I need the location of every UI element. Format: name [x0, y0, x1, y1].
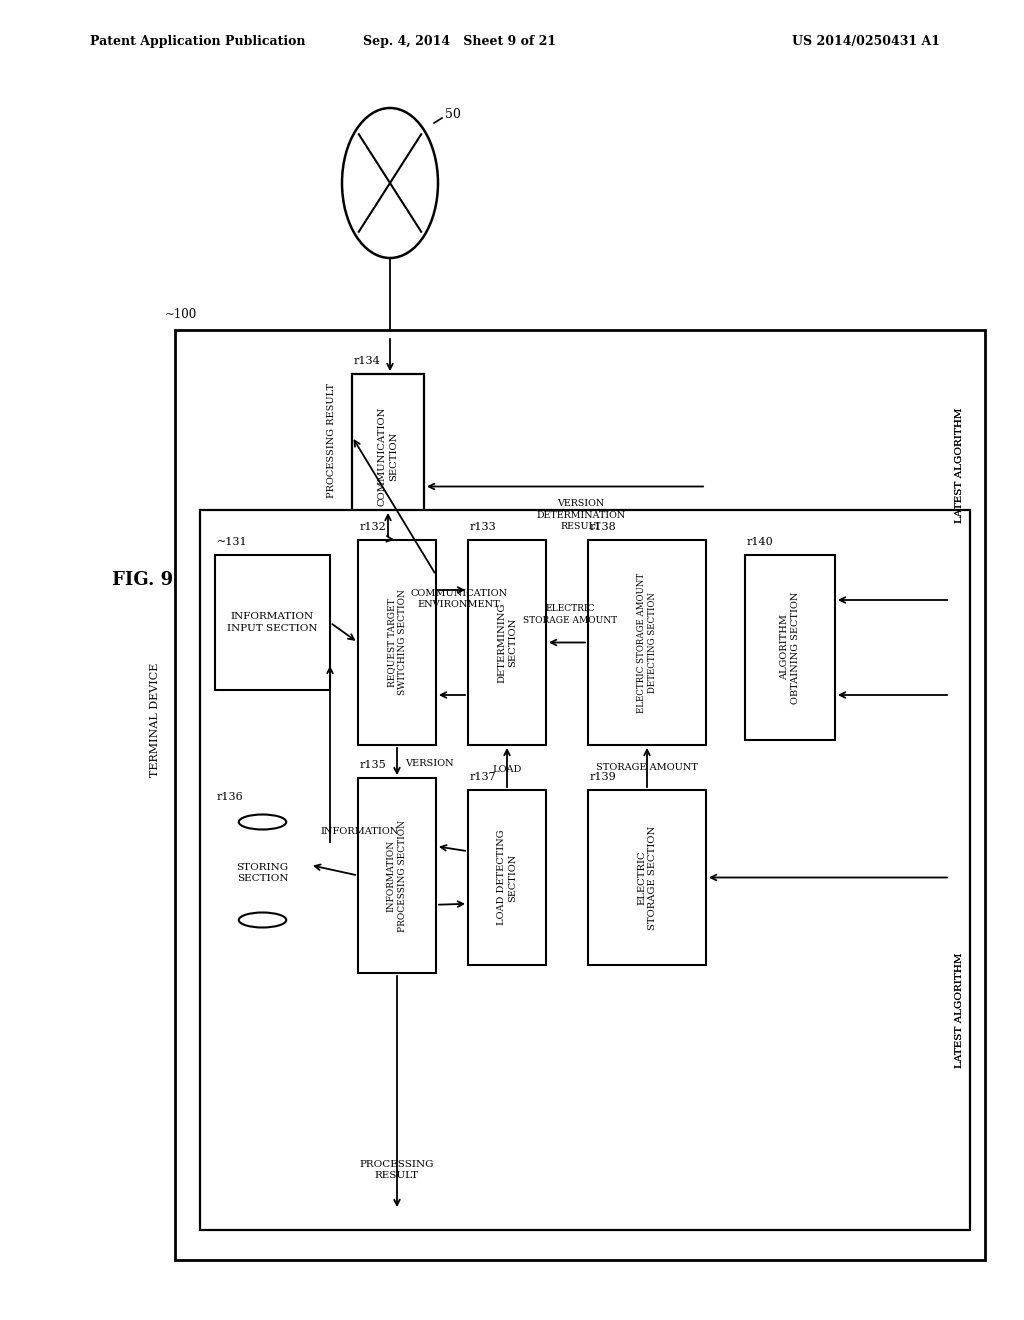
Text: ~131: ~131	[217, 537, 248, 546]
Text: ELECTRIC
STORAGE AMOUNT: ELECTRIC STORAGE AMOUNT	[523, 605, 617, 624]
Text: Sep. 4, 2014   Sheet 9 of 21: Sep. 4, 2014 Sheet 9 of 21	[364, 36, 557, 49]
Text: 50: 50	[445, 108, 461, 121]
Text: STORAGE AMOUNT: STORAGE AMOUNT	[596, 763, 698, 772]
Text: VERSION: VERSION	[406, 759, 454, 767]
Text: LATEST ALGORITHM: LATEST ALGORITHM	[955, 952, 965, 1068]
Text: r132: r132	[360, 521, 387, 532]
Text: FIG. 9: FIG. 9	[112, 572, 173, 589]
Text: r136: r136	[217, 792, 244, 803]
Text: LATEST ALGORITHM: LATEST ALGORITHM	[955, 408, 965, 523]
Bar	[588, 540, 706, 744]
Bar	[588, 789, 706, 965]
Text: VERSION
DETERMINATION
RESULT: VERSION DETERMINATION RESULT	[537, 499, 626, 531]
Text: r138: r138	[590, 521, 616, 532]
Text: r133: r133	[470, 521, 497, 532]
Bar	[468, 789, 546, 965]
Text: r134: r134	[354, 356, 381, 366]
Text: INFORMATION
INPUT SECTION: INFORMATION INPUT SECTION	[227, 612, 317, 632]
Text: Patent Application Publication: Patent Application Publication	[90, 36, 305, 49]
Text: INFORMATION: INFORMATION	[321, 828, 399, 837]
Text: r135: r135	[360, 760, 387, 770]
Text: PROCESSING
RESULT: PROCESSING RESULT	[359, 1160, 434, 1180]
Text: LOAD: LOAD	[493, 766, 521, 775]
Ellipse shape	[239, 912, 287, 928]
Ellipse shape	[239, 814, 287, 829]
Bar	[175, 330, 985, 1261]
Text: PROCESSING RESULT: PROCESSING RESULT	[328, 383, 337, 498]
Text: ALGORITHM
OBTAINING SECTION: ALGORITHM OBTAINING SECTION	[780, 591, 800, 704]
Text: r137: r137	[470, 772, 497, 781]
Bar	[200, 510, 970, 1230]
Text: DETERMINING
SECTION: DETERMINING SECTION	[497, 602, 517, 682]
Bar	[745, 554, 835, 741]
Text: STORING
SECTION: STORING SECTION	[237, 863, 289, 883]
Text: US 2014/0250431 A1: US 2014/0250431 A1	[792, 36, 940, 49]
Text: ELECTRIC STORAGE AMOUNT
DETECTING SECTION: ELECTRIC STORAGE AMOUNT DETECTING SECTIO…	[637, 573, 657, 713]
Text: r140: r140	[746, 537, 774, 546]
Bar	[215, 554, 330, 690]
Bar	[352, 374, 424, 539]
Text: REQUEST TARGET
SWITCHING SECTION: REQUEST TARGET SWITCHING SECTION	[387, 590, 408, 696]
Text: COMMUNICATION
SECTION: COMMUNICATION SECTION	[378, 407, 398, 506]
Text: ~100: ~100	[165, 308, 198, 321]
Ellipse shape	[342, 108, 438, 257]
Text: COMMUNICATION
ENVIRONMENT: COMMUNICATION ENVIRONMENT	[411, 589, 508, 609]
Text: ELECTRIC
STORAGE SECTION: ELECTRIC STORAGE SECTION	[637, 825, 657, 929]
Text: INFORMATION
PROCESSING SECTION: INFORMATION PROCESSING SECTION	[387, 820, 408, 932]
Bar	[358, 777, 436, 973]
Bar	[468, 540, 546, 744]
Text: LATEST ALGORITHM: LATEST ALGORITHM	[955, 408, 965, 523]
Text: LOAD DETECTING
SECTION: LOAD DETECTING SECTION	[497, 830, 517, 925]
Text: LATEST ALGORITHM: LATEST ALGORITHM	[955, 952, 965, 1068]
Bar	[358, 540, 436, 744]
Text: TERMINAL DEVICE: TERMINAL DEVICE	[150, 663, 160, 777]
Text: r139: r139	[590, 772, 616, 781]
